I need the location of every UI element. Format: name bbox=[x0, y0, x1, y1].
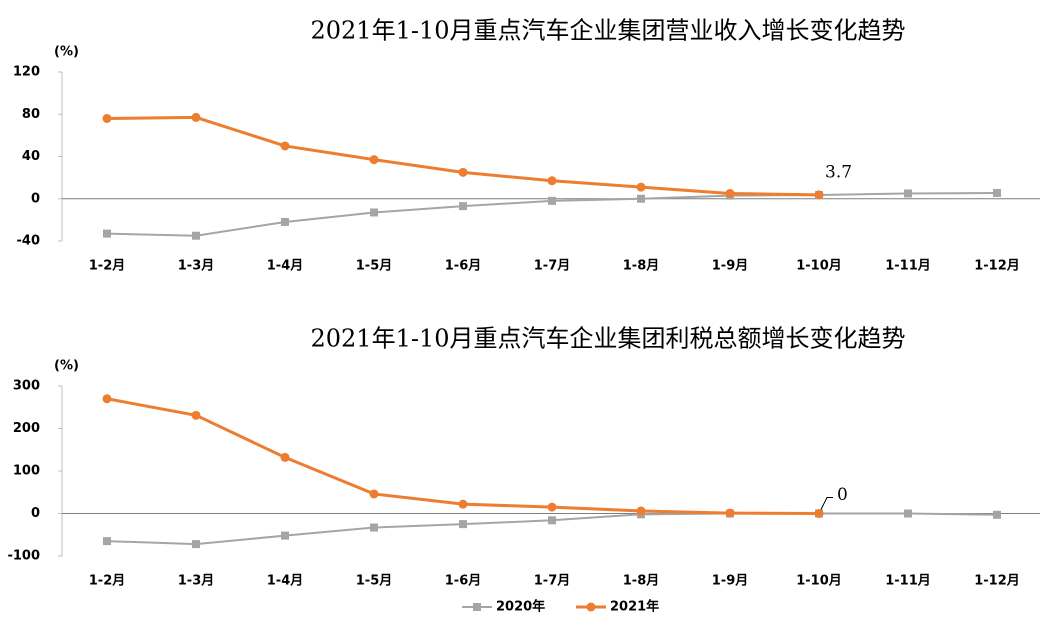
x-tick-label: 1-12月 bbox=[974, 574, 1020, 589]
x-tick-label: 1-10月 bbox=[796, 259, 842, 274]
x-tick-label: 1-5月 bbox=[356, 259, 393, 274]
point bbox=[370, 523, 378, 532]
leader bbox=[820, 497, 833, 510]
point bbox=[458, 167, 468, 177]
y-tick-label: 100 bbox=[13, 464, 40, 479]
x-tick-label: 1-6月 bbox=[445, 574, 482, 589]
data-label: 0 bbox=[837, 485, 848, 505]
point bbox=[459, 202, 467, 211]
point bbox=[281, 217, 289, 226]
x-tick-label: 1-4月 bbox=[267, 259, 304, 274]
y-tick-label: -100 bbox=[7, 549, 40, 564]
y-tick-label: 40 bbox=[22, 149, 40, 164]
x-tick-label: 1-3月 bbox=[178, 259, 215, 274]
x-tick-label: 1-3月 bbox=[178, 574, 215, 589]
x-tick-label: 1-5月 bbox=[356, 574, 393, 589]
chart-title: 2021年1-10月重点汽车企业集团利税总额增长变化趋势 bbox=[311, 325, 906, 353]
legend-marker bbox=[586, 602, 596, 612]
point bbox=[369, 489, 379, 499]
legend-label: 2020年 bbox=[496, 599, 545, 615]
series-line bbox=[106, 397, 820, 515]
point bbox=[725, 508, 735, 518]
point bbox=[280, 452, 290, 462]
x-tick-label: 1-8月 bbox=[623, 574, 660, 589]
point bbox=[548, 516, 556, 525]
x-tick-label: 1-12月 bbox=[974, 259, 1020, 274]
y-axis-label: (%) bbox=[54, 359, 79, 374]
point bbox=[993, 188, 1001, 197]
point bbox=[369, 155, 379, 165]
x-tick-label: 1-9月 bbox=[712, 259, 749, 274]
x-tick-label: 1-2月 bbox=[89, 259, 126, 274]
point bbox=[192, 231, 200, 240]
point bbox=[548, 196, 556, 205]
legend-label: 2021年 bbox=[610, 599, 659, 615]
data-label: 3.7 bbox=[825, 162, 852, 182]
point bbox=[103, 537, 111, 546]
point bbox=[904, 189, 912, 198]
x-tick-label: 1-10月 bbox=[796, 574, 842, 589]
point bbox=[102, 394, 112, 404]
y-tick-label: -40 bbox=[17, 234, 41, 249]
point bbox=[814, 190, 824, 200]
point bbox=[814, 509, 824, 518]
point bbox=[191, 410, 201, 420]
point bbox=[993, 510, 1001, 519]
y-tick-label: 200 bbox=[13, 421, 40, 436]
y-tick-label: 120 bbox=[13, 65, 40, 80]
x-tick-label: 1-6月 bbox=[445, 259, 482, 274]
point bbox=[904, 509, 912, 518]
y-tick-label: 0 bbox=[31, 191, 40, 206]
x-tick-label: 1-9月 bbox=[712, 574, 749, 589]
x-tick-label: 1-4月 bbox=[267, 574, 304, 589]
point bbox=[370, 208, 378, 217]
x-tick-label: 1-11月 bbox=[885, 259, 931, 274]
point bbox=[725, 188, 735, 198]
point bbox=[458, 499, 468, 509]
x-tick-label: 1-2月 bbox=[89, 574, 126, 589]
x-tick-label: 1-8月 bbox=[623, 259, 660, 274]
point bbox=[191, 112, 201, 122]
y-axis-label: (%) bbox=[54, 45, 79, 60]
legend-marker bbox=[473, 603, 481, 611]
point bbox=[637, 194, 645, 203]
point bbox=[547, 502, 557, 512]
series-line bbox=[106, 115, 820, 197]
x-tick-label: 1-7月 bbox=[534, 259, 571, 274]
point bbox=[281, 531, 289, 540]
point bbox=[547, 176, 557, 186]
point bbox=[459, 520, 467, 529]
point bbox=[103, 229, 111, 238]
point bbox=[636, 182, 646, 192]
x-tick-label: 1-7月 bbox=[534, 574, 571, 589]
y-tick-label: 300 bbox=[13, 379, 40, 394]
point bbox=[636, 506, 646, 516]
point bbox=[192, 540, 200, 549]
x-tick-label: 1-11月 bbox=[885, 574, 931, 589]
y-tick-label: 80 bbox=[22, 107, 40, 122]
point bbox=[280, 141, 290, 151]
chart-title: 2021年1-10月重点汽车企业集团营业收入增长变化趋势 bbox=[311, 17, 906, 45]
y-tick-label: 0 bbox=[31, 506, 40, 521]
point bbox=[102, 113, 112, 123]
